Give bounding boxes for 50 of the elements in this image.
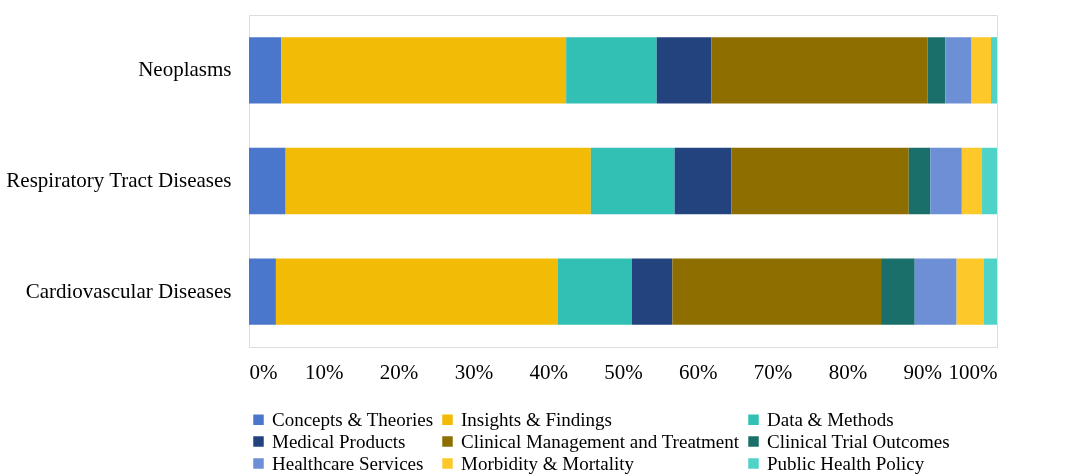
bar xyxy=(674,147,732,215)
x-tick-label: 80% xyxy=(828,359,868,384)
bar xyxy=(672,258,882,325)
bar xyxy=(631,258,673,325)
legend-label: Public Health Policy xyxy=(767,452,925,474)
bar xyxy=(930,147,962,215)
bar xyxy=(945,37,972,104)
x-tick-label: 50% xyxy=(604,359,643,384)
legend-label: Healthcare Services xyxy=(272,452,424,474)
legend-label: Morbidity & Mortality xyxy=(461,452,635,474)
bar xyxy=(908,147,931,215)
x-tick-label: 60% xyxy=(679,359,718,384)
y-tick-label: Cardiovascular Diseases xyxy=(25,278,232,303)
y-tick-label: Neoplasms xyxy=(138,57,232,82)
bar xyxy=(991,37,997,104)
x-tick-label: 100% xyxy=(948,359,998,384)
legend-label: Clinical Management and Treatment xyxy=(461,430,740,452)
bar xyxy=(590,147,675,215)
legend-label: Medical Products xyxy=(272,430,406,452)
bar xyxy=(249,147,286,215)
bar xyxy=(566,37,657,104)
bar xyxy=(881,258,915,325)
bar xyxy=(281,37,567,104)
bar xyxy=(731,147,909,215)
bar xyxy=(982,147,997,215)
bar xyxy=(557,258,632,325)
x-tick-label: 20% xyxy=(379,359,419,384)
bar xyxy=(656,37,712,104)
x-tick-label: 70% xyxy=(753,359,793,384)
bar xyxy=(983,258,997,325)
bar xyxy=(711,37,928,104)
bar xyxy=(914,258,957,325)
legend-label: Insights & Findings xyxy=(461,408,612,430)
y-tick-label: Respiratory Tract Diseases xyxy=(6,168,232,192)
legend-label: Data & Methods xyxy=(767,408,894,430)
x-tick-label: 90% xyxy=(903,359,942,384)
bar xyxy=(971,37,992,104)
bar xyxy=(285,147,591,215)
bar xyxy=(956,258,984,325)
bar xyxy=(961,147,983,215)
legend-label: Clinical Trial Outcomes xyxy=(767,430,950,452)
x-tick-label: 40% xyxy=(529,359,568,384)
bar xyxy=(249,37,282,104)
x-tick-label: 10% xyxy=(305,359,344,384)
legend-label: Concepts & Theories xyxy=(272,408,434,430)
x-tick-label: 0% xyxy=(249,359,278,384)
bar xyxy=(249,258,276,325)
bar xyxy=(927,37,946,104)
bar xyxy=(275,258,558,325)
x-tick-label: 30% xyxy=(454,359,494,384)
